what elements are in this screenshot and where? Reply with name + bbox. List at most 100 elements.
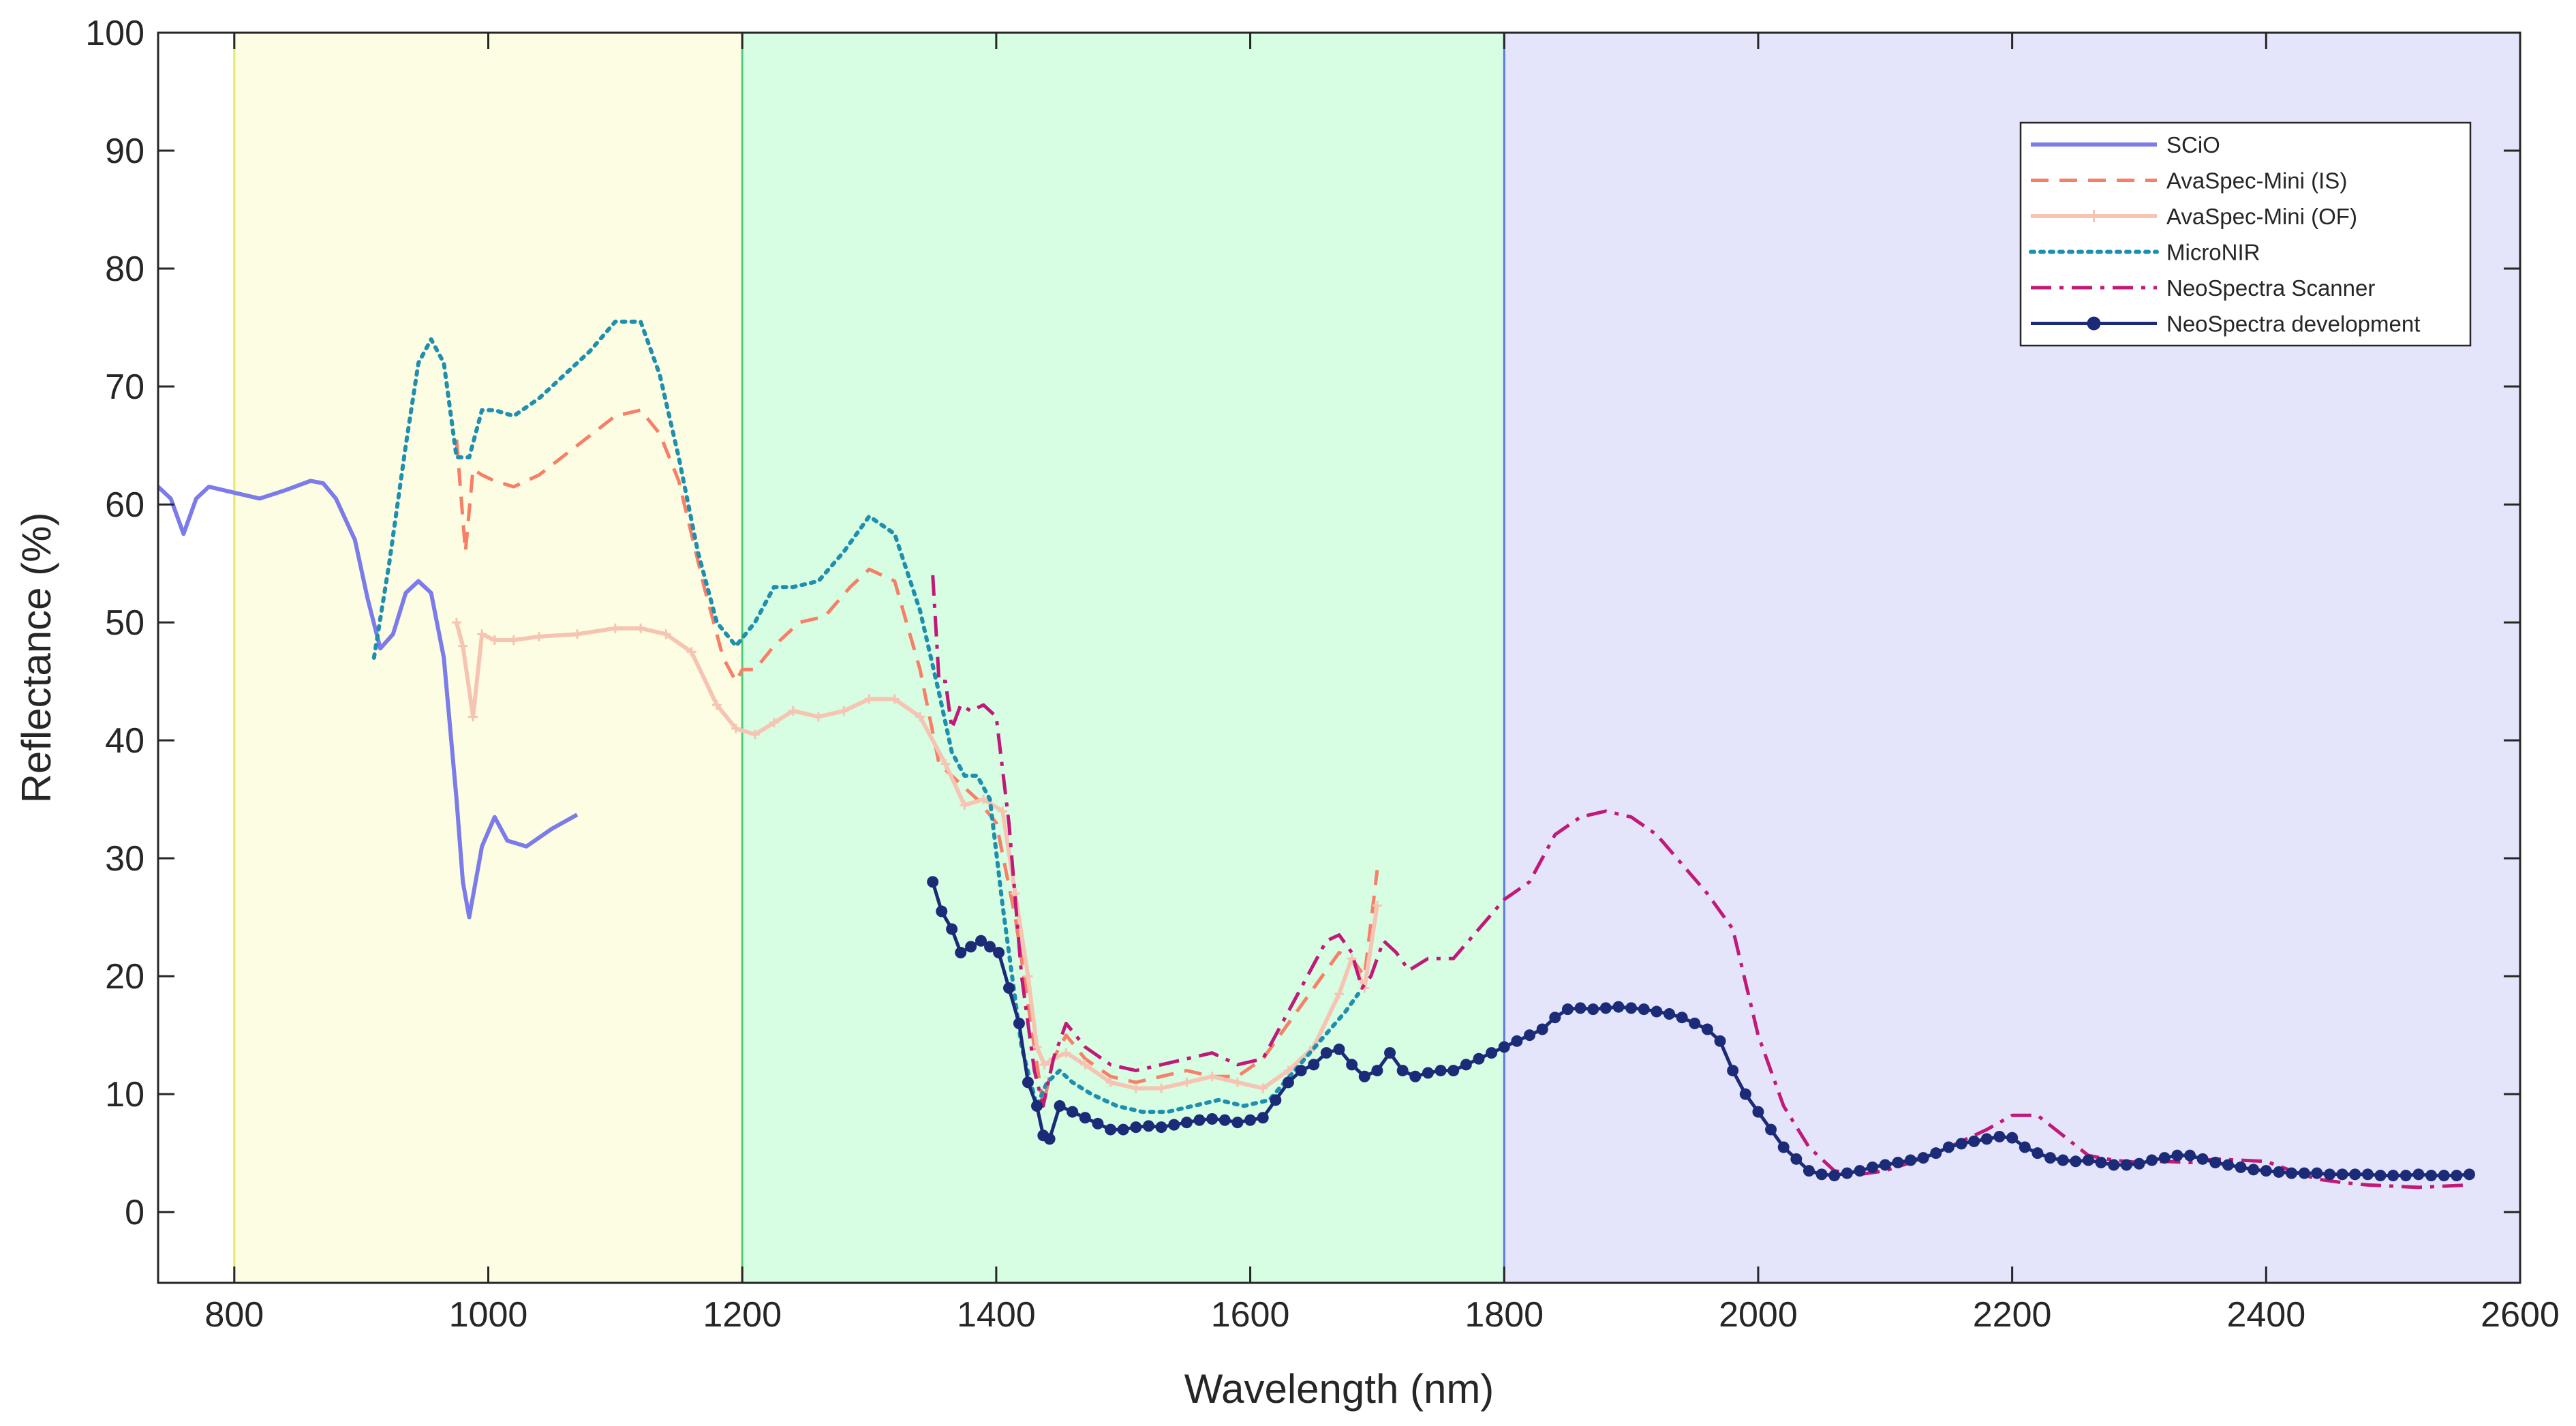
- legend-label: NeoSpectra Scanner: [2166, 275, 2375, 301]
- series-point: [1295, 1065, 1307, 1077]
- series-line-0: [156, 479, 579, 920]
- legend-label: NeoSpectra development: [2166, 312, 2420, 337]
- series-point: [2286, 1167, 2298, 1179]
- series-marker: [1032, 1042, 1042, 1052]
- legend-label: AvaSpec-Mini (OF): [2166, 204, 2357, 229]
- series-point: [1511, 1035, 1523, 1047]
- series-point: [1980, 1133, 1993, 1145]
- series-point: [1270, 1094, 1282, 1106]
- region-band-1: [742, 33, 1505, 1283]
- series-point: [1244, 1114, 1257, 1126]
- series-point: [1486, 1047, 1498, 1059]
- series-point: [2260, 1165, 2272, 1177]
- legend-label: MicroNIR: [2166, 240, 2260, 265]
- series-marker: [610, 623, 620, 633]
- series-point: [1549, 1012, 1561, 1024]
- series-point: [1638, 1003, 1650, 1016]
- series-point: [1422, 1067, 1434, 1079]
- legend-label: SCiO: [2166, 132, 2220, 157]
- series-point: [2273, 1166, 2285, 1178]
- series-point: [1892, 1157, 1904, 1169]
- series-line-3: [371, 319, 1360, 1114]
- series-marker: [979, 794, 989, 804]
- series-point: [1333, 1043, 1345, 1055]
- series-point: [2248, 1164, 2260, 1176]
- series-marker: [731, 723, 741, 733]
- series-point: [1003, 982, 1015, 994]
- series-point: [1676, 1012, 1688, 1024]
- series-point: [2019, 1141, 2031, 1153]
- series-point: [2082, 1154, 2094, 1166]
- series-marker: [534, 631, 545, 641]
- series-point: [1346, 1059, 1358, 1071]
- series-point: [2222, 1159, 2234, 1171]
- series-point: [2438, 1170, 2450, 1182]
- series-point: [1714, 1035, 1726, 1047]
- y-tick-label: 50: [105, 603, 144, 643]
- series-point: [927, 876, 939, 888]
- series-marker: [572, 629, 582, 639]
- series-point: [2044, 1152, 2057, 1164]
- series-point: [2235, 1161, 2247, 1173]
- series-point: [975, 935, 987, 947]
- series-point: [1206, 1113, 1218, 1125]
- series-point: [2108, 1159, 2120, 1171]
- axes-box: [157, 31, 2521, 1284]
- series-point: [1435, 1065, 1447, 1077]
- series-marker: [1039, 1059, 1049, 1070]
- y-tick-label: 0: [125, 1193, 144, 1232]
- series-marker: [915, 712, 925, 722]
- series-point: [2146, 1154, 2158, 1166]
- series-point: [1193, 1114, 1206, 1126]
- series-lines: [156, 319, 2475, 1189]
- y-tick-label: 40: [105, 721, 144, 761]
- series-marker: [477, 629, 487, 639]
- series-marker: [1258, 1083, 1268, 1093]
- legend-marker: [2087, 210, 2100, 222]
- y-tick-label: 80: [105, 249, 144, 289]
- series-point: [1054, 1099, 1066, 1112]
- series-point: [1612, 1001, 1625, 1013]
- series-point: [1599, 1002, 1612, 1014]
- series-point: [1955, 1138, 1967, 1150]
- series-point: [936, 905, 948, 917]
- series-point: [1117, 1123, 1129, 1136]
- legend-marker: [2087, 316, 2101, 331]
- x-tick-label: 800: [204, 1295, 264, 1335]
- series-point: [1765, 1123, 1777, 1136]
- y-tick-label: 70: [105, 367, 144, 407]
- x-tick-label: 1200: [703, 1295, 782, 1335]
- series-point: [1727, 1065, 1739, 1077]
- series-marker: [1283, 1065, 1293, 1076]
- series-marker: [1156, 1083, 1167, 1093]
- region-band-0: [234, 33, 743, 1283]
- series-marker: [661, 629, 671, 639]
- series-point: [1473, 1052, 1485, 1065]
- series-point: [1257, 1112, 1269, 1124]
- series-point: [1689, 1017, 1701, 1029]
- series-point: [1663, 1008, 1675, 1020]
- series-marker: [1372, 900, 1382, 911]
- series-marker: [1232, 1077, 1242, 1087]
- series-point: [955, 947, 967, 959]
- series-marker: [1334, 989, 1344, 999]
- series-point: [2209, 1157, 2222, 1169]
- x-tick-label: 1400: [957, 1295, 1036, 1335]
- axis-ticks: 800 1000 1200 1400 1600 1800 2000 2200 2400 2600 0…: [85, 14, 2560, 1335]
- series-point: [993, 947, 1005, 959]
- series-marker: [1023, 971, 1033, 982]
- series-point: [1142, 1120, 1154, 1132]
- series-point: [2158, 1152, 2171, 1164]
- series-point: [2031, 1147, 2044, 1159]
- x-tick-label: 1800: [1465, 1295, 1544, 1335]
- series-point: [946, 923, 958, 935]
- series-point: [1043, 1133, 1056, 1145]
- series-marker: [788, 706, 798, 716]
- series-marker: [864, 694, 874, 704]
- series-point: [2057, 1154, 2069, 1166]
- series-point: [1625, 1002, 1638, 1014]
- series-point: [1790, 1153, 1803, 1165]
- series-point: [1371, 1065, 1383, 1077]
- series-point: [1879, 1159, 1891, 1171]
- series-point: [984, 941, 996, 953]
